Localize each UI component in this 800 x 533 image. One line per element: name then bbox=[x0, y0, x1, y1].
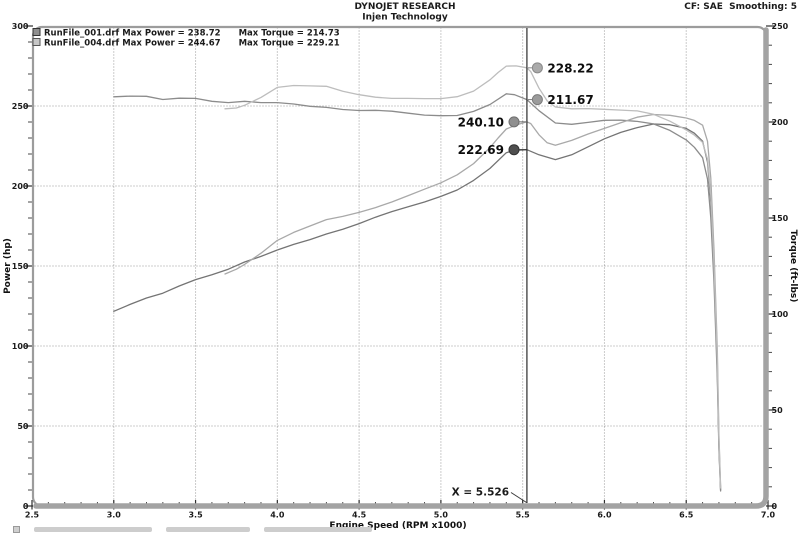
legend-swatch-run1[interactable] bbox=[32, 28, 41, 36]
cropped-text-smudge bbox=[34, 527, 152, 532]
marker-label-240.10: 240.10 bbox=[458, 115, 504, 129]
chart-title: DYNOJET RESEARCH bbox=[354, 2, 455, 12]
y-right-tick-label: 200 bbox=[772, 118, 789, 127]
curve-runfile_004-drf-power-hp- bbox=[224, 113, 722, 488]
y-right-tick-label: 150 bbox=[772, 214, 789, 223]
cropped-legend-row bbox=[13, 526, 372, 533]
x-tick-label: 7.0 bbox=[761, 511, 776, 520]
x-tick-label: 3.5 bbox=[188, 511, 203, 520]
legend-row-run1[interactable]: RunFile_001.drf Max Power = 238.72 Max To… bbox=[44, 29, 340, 39]
y-axis-left-label: Power (hp) bbox=[3, 238, 13, 294]
marker-label-228.22: 228.22 bbox=[547, 61, 593, 75]
legend-run2-name-power: RunFile_004.drf Max Power = 244.67 bbox=[44, 39, 221, 49]
x-tick-label: 5.0 bbox=[434, 511, 449, 520]
y-right-tick-label: 0 bbox=[772, 502, 778, 511]
y-right-tick-label: 250 bbox=[772, 22, 789, 31]
cursor-value-label: X = 5.526 bbox=[452, 487, 509, 499]
chart-subtitle: Injen Technology bbox=[362, 13, 448, 23]
legend-swatch-run2[interactable] bbox=[32, 38, 41, 46]
y-left-tick-label: 200 bbox=[12, 182, 29, 191]
cropped-text-smudge bbox=[264, 527, 372, 532]
legend-run1-name-power: RunFile_001.drf Max Power = 238.72 bbox=[44, 29, 221, 39]
legend-run2-torque: Max Torque = 229.21 bbox=[239, 39, 340, 49]
x-axis-label: Engine Speed (RPM x1000) bbox=[329, 521, 466, 531]
curve-runfile_001-drf-torque-ft-lbs- bbox=[113, 93, 722, 492]
cropped-legend-swatch bbox=[13, 526, 20, 533]
cursor-callout-line bbox=[510, 492, 527, 503]
x-tick-label: 6.5 bbox=[679, 511, 694, 520]
legend-run1-torque: Max Torque = 214.73 bbox=[239, 29, 340, 39]
marker-label-211.67: 211.67 bbox=[547, 93, 593, 107]
x-tick-label: 4.0 bbox=[270, 511, 285, 520]
legend-row-run2[interactable]: RunFile_004.drf Max Power = 244.67 Max To… bbox=[44, 39, 340, 49]
marker-dot-240.10 bbox=[508, 116, 520, 128]
gridlines bbox=[34, 27, 765, 503]
y-left-tick-label: 250 bbox=[12, 102, 29, 111]
cropped-text-smudge bbox=[166, 527, 250, 532]
axis-bars bbox=[33, 27, 769, 509]
y-right-tick-label: 50 bbox=[772, 406, 784, 415]
y-left-tick-label: 300 bbox=[12, 22, 29, 31]
x-tick-label: 5.5 bbox=[516, 511, 531, 520]
marker-dot-228.22 bbox=[531, 62, 543, 74]
y-left-tick-label: 0 bbox=[23, 502, 29, 511]
x-tick-label: 4.5 bbox=[352, 511, 367, 520]
x-tick-label: 2.5 bbox=[25, 511, 40, 520]
y-axis-right-label: Torque (ft-lbs) bbox=[788, 230, 798, 303]
tick-labels: 2.5 3.0 3.5 4.0 4.5 5.0 5.5 6.0 6.5 7.0 300 250 200 1… bbox=[12, 22, 789, 520]
curve-runfile_004-drf-torque-ft-lbs- bbox=[224, 65, 722, 489]
y-left-tick-label: 50 bbox=[17, 422, 29, 431]
y-left-tick-label: 100 bbox=[12, 342, 29, 351]
y-left-tick-label: 150 bbox=[12, 262, 29, 271]
marker-dot-222.69 bbox=[508, 144, 520, 156]
cf-smoothing-label: CF: SAE Smoothing: 5 bbox=[684, 2, 797, 12]
marker-layer: 228.22 211.67 240.10 222.69 bbox=[458, 61, 594, 157]
marker-dot-211.67 bbox=[531, 94, 543, 106]
x-tick-label: 6.0 bbox=[597, 511, 612, 520]
y-right-tick-label: 100 bbox=[772, 310, 789, 319]
x-tick-label: 3.0 bbox=[107, 511, 122, 520]
marker-label-222.69: 222.69 bbox=[458, 143, 504, 157]
curve-runfile_001-drf-power-hp- bbox=[113, 123, 722, 491]
curves bbox=[113, 65, 722, 492]
